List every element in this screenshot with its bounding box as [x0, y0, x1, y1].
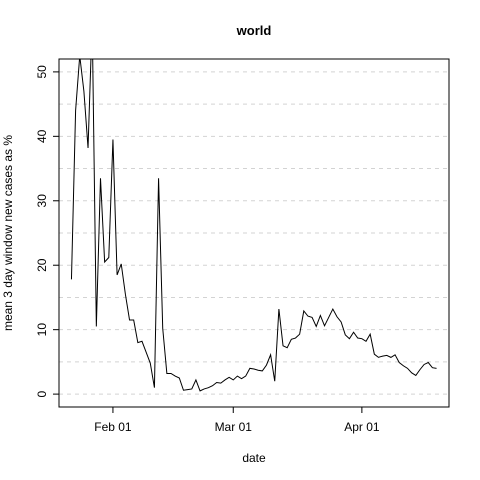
y-tick-label: 20: [35, 258, 49, 272]
y-axis-label: mean 3 day window new cases as %: [1, 135, 15, 331]
y-tick-label: 0: [35, 390, 49, 397]
chart-title: world: [236, 23, 272, 38]
x-tick-label: Mar 01: [215, 420, 253, 434]
x-tick-label: Apr 01: [344, 420, 380, 434]
x-tick-label: Feb 01: [94, 420, 132, 434]
axes-layer: 0 10 20 30 40 50 Feb 01 Mar 01 Apr 01: [35, 65, 380, 434]
plot-frame: [58, 58, 450, 408]
series-line-0: [70, 59, 437, 392]
y-tick-label: 10: [35, 323, 49, 337]
y-tick-label: 30: [35, 194, 49, 208]
x-axis-label: date: [242, 451, 266, 465]
y-tick-label: 50: [35, 65, 49, 79]
grid-layer: [59, 71, 449, 395]
series-layer: [70, 59, 437, 392]
y-tick-label: 40: [35, 129, 49, 143]
